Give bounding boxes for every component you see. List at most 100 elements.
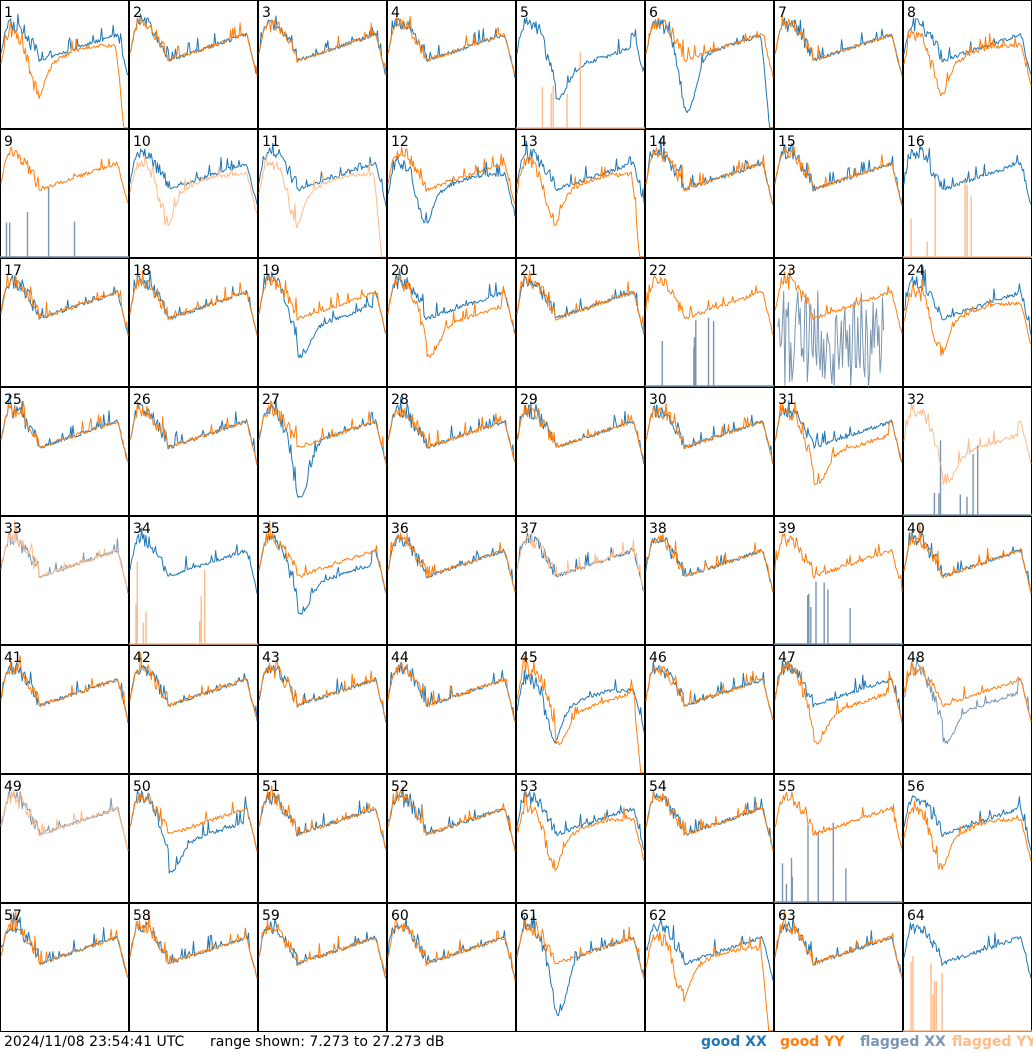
series-yy-flagged <box>516 532 645 592</box>
panel-label: 51 <box>262 779 280 795</box>
panel-frame <box>903 645 1032 774</box>
panel-frame <box>387 903 516 1032</box>
panel-55: 55 <box>774 774 903 903</box>
series-yy-good <box>774 910 903 979</box>
series-yy-good <box>129 911 258 978</box>
series-yy-flagged <box>903 402 1032 485</box>
series-yy-good <box>258 919 387 977</box>
panel-frame <box>774 903 903 1032</box>
series-yy-good <box>645 275 774 336</box>
panel-frame <box>0 516 129 645</box>
panel-23: 23 <box>774 258 903 387</box>
panel-label: 18 <box>133 263 151 279</box>
panel-label: 35 <box>262 521 280 537</box>
series-yy-good <box>258 659 387 721</box>
panel-47: 47 <box>774 645 903 774</box>
panel-58: 58 <box>129 903 258 1032</box>
panel-label: 29 <box>520 392 538 408</box>
series-yy-good <box>387 532 516 592</box>
panel-label: 13 <box>520 134 538 150</box>
series-yy-good <box>387 275 516 358</box>
panel-label: 44 <box>391 650 409 666</box>
panel-7: 7 <box>774 0 903 129</box>
series-yy-flagged <box>0 520 129 589</box>
panel-label: 8 <box>907 5 916 21</box>
range-text: range shown: 7.273 to 27.273 dB <box>210 1034 445 1050</box>
series-yy-good <box>129 652 257 717</box>
panel-42: 42 <box>129 645 258 774</box>
series-yy-good <box>0 401 129 463</box>
panel-label: 20 <box>391 263 409 279</box>
panel-14: 14 <box>645 129 774 258</box>
series-xx-good <box>903 795 1032 852</box>
series-yy-good <box>645 665 774 721</box>
series-yy-good <box>387 15 516 75</box>
series-yy-good <box>903 278 1032 357</box>
series-yy-good <box>258 274 387 335</box>
series-yy-good <box>774 791 903 849</box>
panel-label: 58 <box>133 908 151 924</box>
panel-25: 25 <box>0 387 129 516</box>
panel-frame <box>387 645 516 774</box>
panel-label: 57 <box>4 908 22 924</box>
series-yy-good <box>129 269 258 335</box>
panel-label: 6 <box>649 5 658 21</box>
panel-21: 21 <box>516 258 645 387</box>
panel-label: 1 <box>4 5 13 21</box>
panel-frame <box>0 0 129 129</box>
series-xx-good <box>516 140 645 204</box>
panel-frame <box>258 774 387 903</box>
series-xx-good <box>387 662 516 722</box>
panel-4: 4 <box>387 0 516 129</box>
series-xx-good <box>516 791 645 851</box>
panel-label: 39 <box>778 521 796 537</box>
panel-label: 45 <box>520 650 538 666</box>
panel-frame <box>0 645 129 774</box>
panel-label: 34 <box>133 521 151 537</box>
series-yy-flagged <box>129 157 258 227</box>
legend-good-yy: good YY <box>780 1034 845 1050</box>
panel-label: 21 <box>520 263 538 279</box>
panel-label: 10 <box>133 134 151 150</box>
series-xx-good <box>774 17 903 75</box>
panel-16: 16 <box>903 129 1032 258</box>
panel-label: 43 <box>262 650 280 666</box>
panel-64: 64 <box>903 903 1032 1032</box>
series-xx-good <box>258 142 387 207</box>
series-xx-good <box>387 396 516 463</box>
panel-label: 40 <box>907 521 925 537</box>
panel-frame <box>516 774 645 903</box>
series-xx-good <box>645 919 774 981</box>
panel-frame <box>0 129 129 258</box>
panel-label: 38 <box>649 521 667 537</box>
panel-46: 46 <box>645 645 774 774</box>
panel-frame <box>903 903 1032 1032</box>
panel-frame <box>129 645 258 774</box>
panel-40: 40 <box>903 516 1032 645</box>
panel-8: 8 <box>903 0 1032 129</box>
panel-frame <box>258 645 387 774</box>
panel-50: 50 <box>129 774 258 903</box>
panel-label: 22 <box>649 263 667 279</box>
series-yy-good <box>258 19 387 75</box>
panel-label: 11 <box>262 134 280 150</box>
panel-48: 48 <box>903 645 1032 774</box>
series-yy-good <box>774 145 903 207</box>
series-yy-good <box>516 655 644 774</box>
panel-label: 16 <box>907 134 925 150</box>
series-yy-good <box>516 918 645 980</box>
series-yy-good <box>387 146 516 205</box>
series-xx-good <box>258 919 387 979</box>
panel-frame <box>387 129 516 258</box>
panel-label: 3 <box>262 5 271 21</box>
series-yy-flagged <box>258 155 386 258</box>
panel-frame <box>387 0 516 129</box>
series-yy-good <box>516 404 645 462</box>
series-xx-good <box>516 670 645 744</box>
panel-20: 20 <box>387 258 516 387</box>
panel-frame <box>645 774 774 903</box>
panel-label: 61 <box>520 908 538 924</box>
panel-label: 52 <box>391 779 409 795</box>
